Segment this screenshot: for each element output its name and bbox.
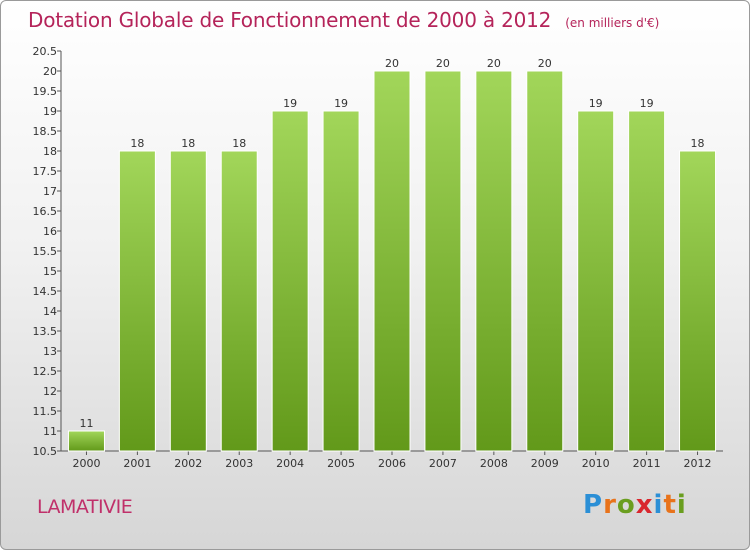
x-tick-label: 2012	[684, 457, 712, 470]
logo-letter: P	[583, 490, 604, 520]
y-tick-label: 12.5	[33, 365, 58, 378]
bar	[373, 70, 411, 452]
bar	[67, 430, 105, 452]
bar-value-label: 19	[589, 97, 603, 110]
bar	[424, 70, 462, 452]
proxiti-logo: Proxiti	[583, 490, 687, 520]
chart-title: Dotation Globale de Fonctionnement de 20…	[28, 8, 659, 32]
bar	[628, 110, 666, 452]
bar-value-label: 18	[181, 137, 195, 150]
bar-value-label: 19	[334, 97, 348, 110]
y-tick-label: 14	[43, 305, 57, 318]
y-tick-label: 17.5	[33, 165, 58, 178]
bar	[322, 110, 360, 452]
y-tick-label: 18.5	[33, 125, 58, 138]
logo-letter: t	[663, 490, 677, 520]
y-tick-label: 20.5	[33, 45, 58, 58]
x-tick-label: 2004	[276, 457, 304, 470]
x-tick-label: 2000	[72, 457, 100, 470]
x-tick-label: 2009	[531, 457, 559, 470]
y-tick-label: 15	[43, 265, 57, 278]
x-tick-label: 2006	[378, 457, 406, 470]
bar	[577, 110, 615, 452]
bar	[169, 150, 207, 452]
y-tick-label: 16	[43, 225, 57, 238]
bar-value-label: 20	[436, 57, 450, 70]
logo-letter: r	[603, 490, 617, 520]
commune-name: LAMATIVIE	[37, 496, 133, 518]
y-tick-label: 14.5	[33, 285, 58, 298]
bar-value-label: 20	[487, 57, 501, 70]
bar	[475, 70, 513, 452]
y-tick-label: 13	[43, 345, 57, 358]
logo-letter: o	[616, 490, 636, 520]
x-tick-label: 2001	[123, 457, 151, 470]
y-tick-label: 19.5	[33, 85, 58, 98]
bar-value-label: 18	[130, 137, 144, 150]
bar-value-label: 20	[538, 57, 552, 70]
chart-labels: 2000 11 2001 18 2002 18 2003 18 2004 19 2005 19 2006…	[72, 57, 711, 470]
y-tick-label: 15.5	[33, 245, 58, 258]
x-tick-label: 2010	[582, 457, 610, 470]
y-tick-label: 19	[43, 105, 57, 118]
y-tick-label: 12	[43, 385, 57, 398]
y-tick-label: 20	[43, 65, 57, 78]
x-tick-label: 2005	[327, 457, 355, 470]
y-tick-label: 16.5	[33, 205, 58, 218]
x-tick-label: 2003	[225, 457, 253, 470]
bar	[526, 70, 564, 452]
bar-value-label: 11	[79, 417, 93, 430]
x-tick-label: 2011	[633, 457, 661, 470]
bar-value-label: 19	[283, 97, 297, 110]
logo-letter: x	[635, 490, 654, 520]
y-tick-label: 17	[43, 185, 57, 198]
bar-value-label: 19	[640, 97, 654, 110]
bar-value-label: 20	[385, 57, 399, 70]
bar-value-label: 18	[232, 137, 246, 150]
logo-letter: i	[653, 490, 664, 520]
x-tick-label: 2008	[480, 457, 508, 470]
chart-title-text: Dotation Globale de Fonctionnement de 20…	[28, 8, 552, 32]
bar	[271, 110, 309, 452]
y-tick-label: 11	[43, 425, 57, 438]
y-tick-label: 18	[43, 145, 57, 158]
x-tick-label: 2002	[174, 457, 202, 470]
bar	[679, 150, 717, 452]
logo-letter: i	[676, 490, 687, 520]
bar-value-label: 18	[691, 137, 705, 150]
chart-bars	[67, 70, 717, 452]
bar	[118, 150, 156, 452]
bar	[220, 150, 258, 452]
y-tick-label: 11.5	[33, 405, 58, 418]
chart-axes: 10.5 11 11.5 12 12.5 13 13.5 14 14.5 15 15.5 16 16.5…	[33, 45, 723, 458]
chart-unit: (en milliers d'€)	[565, 16, 660, 30]
y-tick-label: 13.5	[33, 325, 58, 338]
x-tick-label: 2007	[429, 457, 457, 470]
y-tick-label: 10.5	[33, 445, 58, 458]
